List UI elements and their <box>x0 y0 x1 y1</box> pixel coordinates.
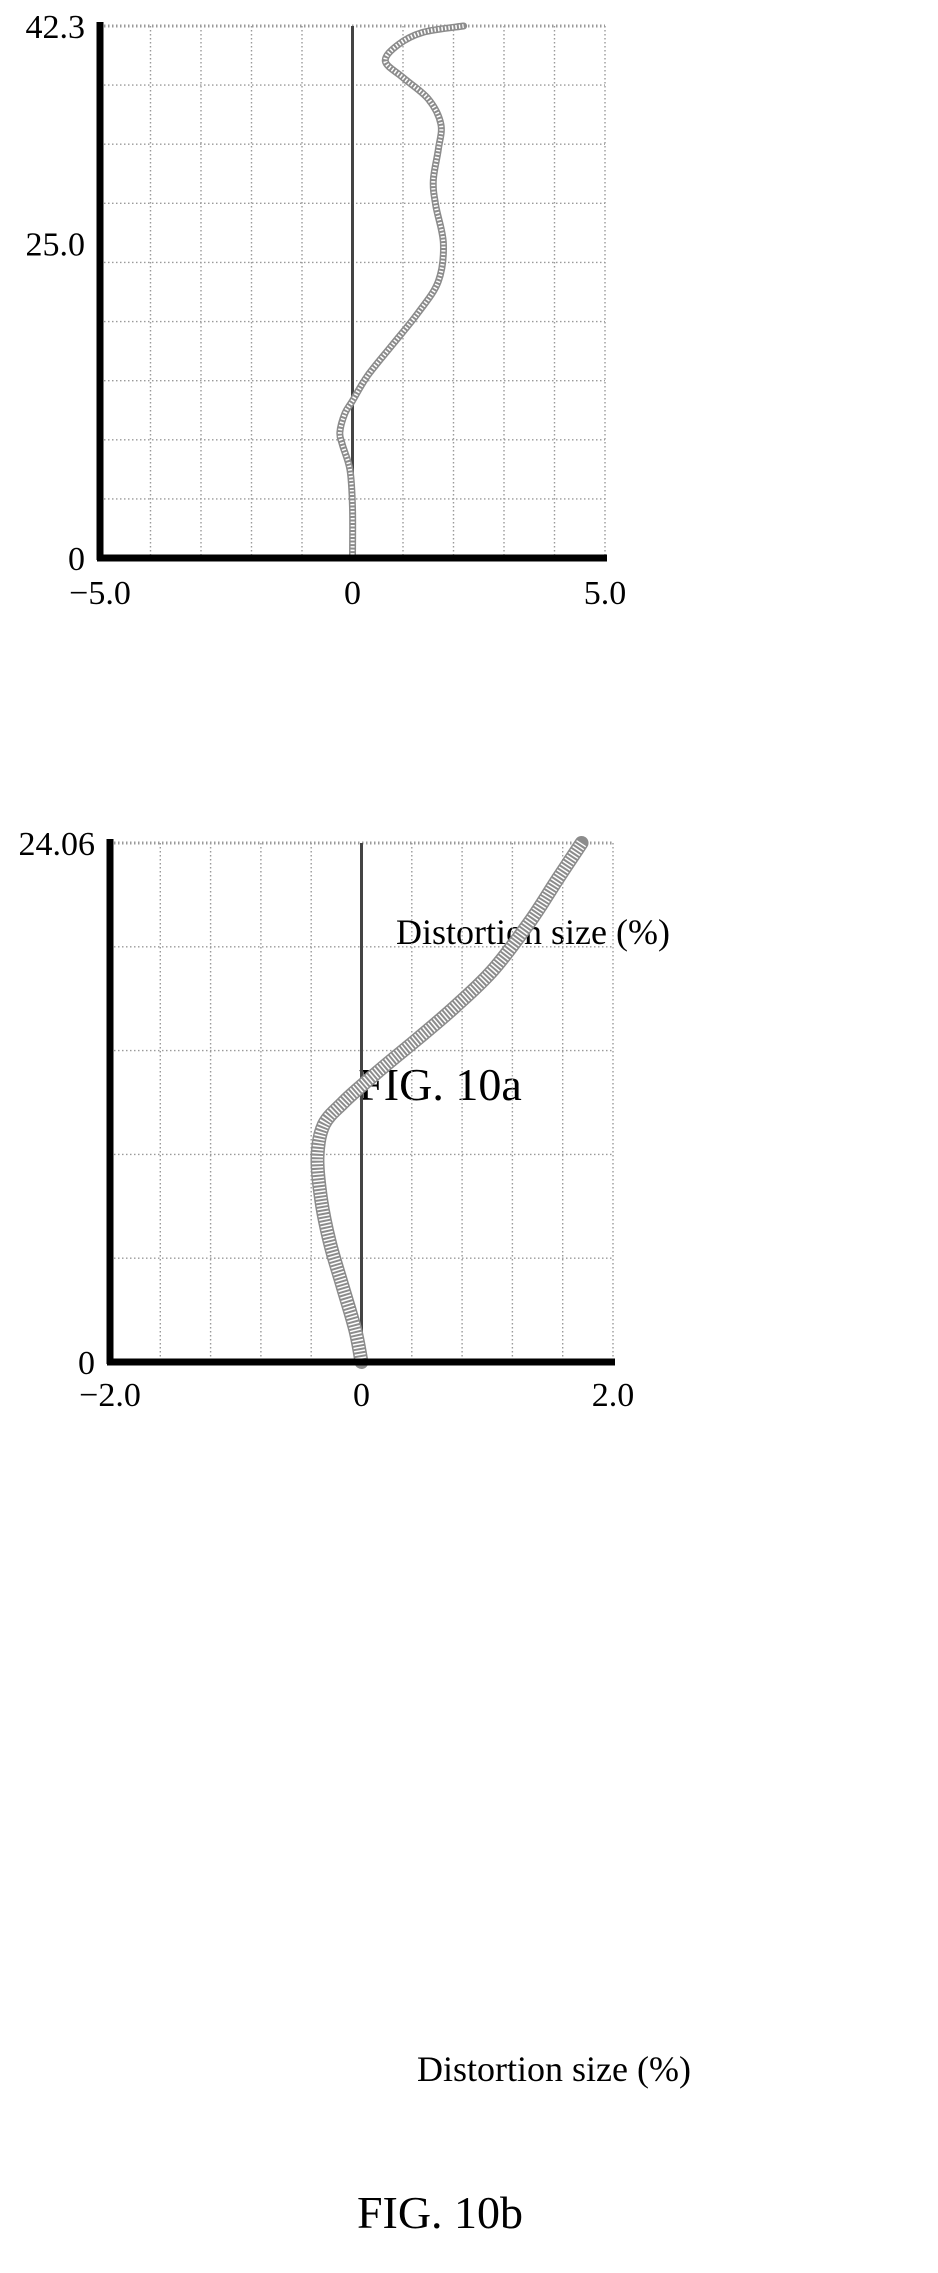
x-tick-label: 0 <box>344 575 361 612</box>
axes-b <box>106 839 615 1366</box>
x-tick-label: −5.0 <box>69 575 131 612</box>
y-tick-label: 0 <box>78 1345 95 1382</box>
x-tick-label: −2.0 <box>79 1377 141 1414</box>
y-tick-label: 0 <box>68 541 85 578</box>
chart-fig-10b: 024.06 −2.0 0 2.0 Distortion size (%) FIG.… <box>19 826 691 2238</box>
figure-caption-b: FIG. 10b <box>357 2187 523 2238</box>
x-tick-labels-b: −2.0 0 2.0 <box>79 1377 634 1414</box>
distortion-curve-0 <box>336 22 468 562</box>
distortion-curve-hatch-0 <box>311 839 587 1364</box>
x-axis-label-b: Distortion size (%) <box>417 2049 691 2089</box>
series-a <box>336 22 468 562</box>
y-tick-label: 24.06 <box>19 826 96 863</box>
y-tick-label: 42.3 <box>26 9 86 46</box>
x-tick-label: 0 <box>353 1377 370 1414</box>
grid-a <box>100 24 606 558</box>
chart-fig-10a: 025.042.3 −5.0 0 5.0 Distortion size (%) F… <box>26 9 670 1110</box>
distortion-curve-hatch-0 <box>337 24 464 559</box>
x-tick-label: 5.0 <box>584 575 627 612</box>
y-tick-labels-b: 024.06 <box>19 826 96 1382</box>
axes-a <box>96 22 607 562</box>
series-b <box>310 836 589 1369</box>
x-tick-labels-a: −5.0 0 5.0 <box>69 575 626 612</box>
x-tick-label: 2.0 <box>592 1377 635 1414</box>
y-tick-labels-a: 0 25.0 42.3 <box>26 9 86 578</box>
y-tick-label: 25.0 <box>26 227 86 264</box>
